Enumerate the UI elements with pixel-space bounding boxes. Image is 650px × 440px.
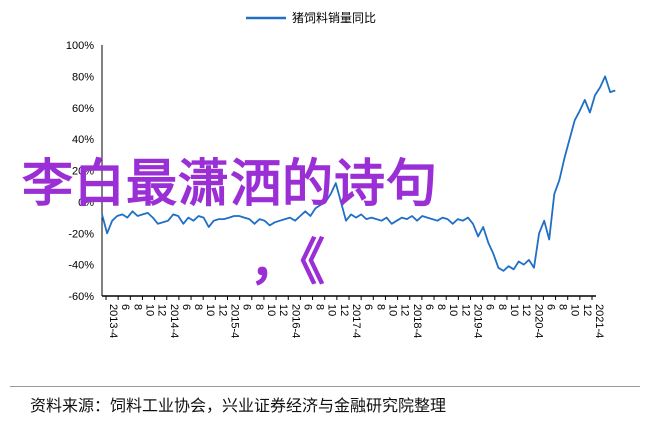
- x-tick-label: 2017-4: [350, 304, 362, 338]
- x-tick-label: 6: [241, 304, 253, 310]
- y-tick-label: 40%: [72, 134, 94, 146]
- x-tick-label: 2019-4: [472, 304, 484, 338]
- x-tick-label: 10: [569, 304, 581, 316]
- x-tick-label: 8: [253, 304, 265, 310]
- y-axis-ticks: 100% 80% 60% 40% 20% 0% -20% -40% -60%: [66, 40, 94, 303]
- x-tick-label: 12: [581, 304, 593, 316]
- x-tick-label: 8: [557, 304, 569, 310]
- x-tick-label: 8: [131, 304, 143, 310]
- x-tick-label: 12: [520, 304, 532, 316]
- x-tick-label: 6: [180, 304, 192, 310]
- x-tick-label: 10: [265, 304, 277, 316]
- x-tick-label: 10: [508, 304, 520, 316]
- x-tick-label: 10: [204, 304, 216, 316]
- x-tick-label: 12: [277, 304, 289, 316]
- x-tick-label: 2014-4: [168, 304, 180, 338]
- x-tick-label: 2013-4: [107, 304, 119, 338]
- x-tick-label: 6: [301, 304, 313, 310]
- x-tick-label: 10: [447, 304, 459, 316]
- x-tick-label: 6: [423, 304, 435, 310]
- y-tick-label: 0%: [78, 197, 94, 209]
- legend: 猪饲料销量同比: [246, 11, 376, 25]
- series-line: [101, 75, 616, 272]
- y-tick-label: -40%: [68, 260, 94, 272]
- x-tick-label: 6: [119, 304, 131, 310]
- x-tick-label: 10: [143, 304, 155, 316]
- x-tick-label: 8: [374, 304, 386, 310]
- overlay-title: 李白最潇洒的诗句: [22, 155, 439, 214]
- footer-divider: [10, 386, 640, 387]
- x-tick-label: 8: [192, 304, 204, 310]
- x-tick-label: 12: [156, 304, 168, 316]
- y-tick-label: 20%: [72, 166, 94, 178]
- x-tick-label: 2016-4: [289, 304, 301, 338]
- x-tick-label: 12: [399, 304, 411, 316]
- x-tick-label: 8: [496, 304, 508, 310]
- x-tick-label: 6: [362, 304, 374, 310]
- source-note: 资料来源：饲料工业协会，兴业证券经济与金融研究院整理: [30, 396, 447, 415]
- x-tick-label: 2021-4: [593, 304, 605, 338]
- y-tick-label: -20%: [68, 228, 94, 240]
- y-tick-label: 60%: [72, 103, 94, 115]
- x-tick-label: 2018-4: [411, 304, 423, 338]
- y-tick-label: 100%: [66, 40, 94, 52]
- x-axis-ticks: 2013-4 6 8 10 12 2014-4 6 8 10 12 2015-4 6 8 10 12 2016…: [105, 296, 605, 338]
- x-tick-label: 12: [216, 304, 228, 316]
- x-tick-label: 2015-4: [229, 304, 241, 338]
- x-tick-label: 10: [386, 304, 398, 316]
- overlay-subtitle: ，《: [250, 233, 325, 291]
- x-tick-label: 12: [338, 304, 350, 316]
- x-tick-label: 8: [435, 304, 447, 310]
- legend-label: 猪饲料销量同比: [292, 11, 376, 25]
- y-tick-label: -60%: [68, 291, 94, 303]
- x-tick-label: 6: [484, 304, 496, 310]
- series-group: [101, 75, 616, 272]
- x-tick-label: 6: [544, 304, 556, 310]
- x-tick-label: 12: [459, 304, 471, 316]
- y-tick-label: 80%: [72, 71, 94, 83]
- x-tick-label: 2020-4: [532, 304, 544, 338]
- x-tick-label: 10: [326, 304, 338, 316]
- x-tick-label: 8: [314, 304, 326, 310]
